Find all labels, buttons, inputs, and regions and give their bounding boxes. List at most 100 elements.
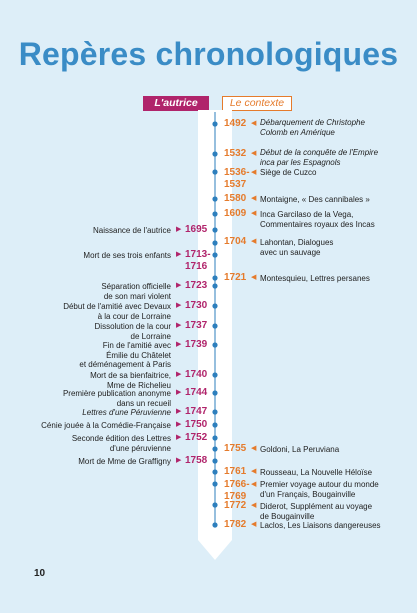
author-event-text: Séparation officielle de son mari violen…: [101, 282, 171, 301]
context-pointer-icon: ◀: [251, 274, 257, 281]
author-pointer-icon: ▶: [176, 282, 182, 289]
context-event-text: Goldoni, La Peruviana: [260, 445, 340, 454]
context-event-text: Débarquement de Christophe Colomb en Amé…: [260, 118, 415, 137]
page-title: Repères chronologiques: [18, 36, 399, 72]
author-pointer-icon: ▶: [176, 226, 182, 233]
context-year: 1782: [224, 519, 247, 530]
author-pointer-icon: ▶: [176, 341, 182, 348]
author-event-text: Début de l'amitié avec Devaux à la cour …: [63, 302, 171, 321]
context-event-text: Diderot, Supplément au voyage de Bougain…: [260, 502, 373, 521]
context-year: 1536- 1537: [224, 167, 250, 190]
author-event-text: Lettres d'une Péruvienne: [82, 408, 171, 417]
context-event-text: Siège de Cuzco: [260, 168, 317, 177]
author-pointer-icon: ▶: [176, 421, 182, 428]
timeline-dot: [212, 446, 218, 452]
author-year: 1737: [185, 320, 208, 331]
author-year: 1747: [185, 406, 208, 417]
timeline-dot: [212, 283, 218, 289]
context-event-text: Montaigne, « Des cannibales »: [260, 195, 370, 204]
author-event-text: Mort de ses trois enfants: [83, 251, 171, 260]
context-event-label: Début de la conquête de l'Empire inca pa…: [260, 148, 379, 167]
timeline-dot: [212, 342, 218, 348]
context-pointer-icon: ◀: [251, 481, 257, 488]
author-pointer-icon: ▶: [176, 322, 182, 329]
author-event-text: Fin de l'amitié avec Émilie du Châtelet …: [79, 341, 171, 369]
timeline-dot: [212, 169, 218, 175]
author-pointer-icon: ▶: [176, 302, 182, 309]
timeline-dot: [212, 196, 218, 202]
author-event-text: Mort de sa bienfaitrice, Mme de Richelie…: [90, 371, 171, 390]
context-pointer-icon: ◀: [251, 150, 257, 157]
timeline-dot: [212, 390, 218, 396]
context-pointer-icon: ◀: [251, 445, 257, 452]
context-year: 1766- 1769: [224, 479, 250, 502]
author-pointer-icon: ▶: [176, 408, 182, 415]
timeline-dot: [212, 372, 218, 378]
timeline-dot: [212, 252, 218, 258]
author-pointer-icon: ▶: [176, 371, 182, 378]
author-event-text: Seconde édition des Lettres d'une péruvi…: [71, 434, 171, 453]
context-pointer-icon: ◀: [251, 120, 257, 127]
timeline-dot: [212, 240, 218, 246]
context-year: 1532: [224, 148, 247, 159]
author-event-text: Première publication anonyme dans un rec…: [62, 389, 171, 408]
context-year: 1609: [224, 208, 247, 219]
author-pointer-icon: ▶: [176, 434, 182, 441]
author-year: 1750: [185, 419, 208, 430]
author-event-text: Cénie jouée à la Comédie-Française: [41, 421, 171, 430]
author-event-text: Naissance de l'autrice: [92, 226, 171, 235]
timeline-dot: [212, 121, 218, 127]
author-pointer-icon: ▶: [176, 457, 182, 464]
context-year: 1755: [224, 443, 247, 454]
timeline-dot: [212, 458, 218, 464]
author-pointer-icon: ▶: [176, 389, 182, 396]
author-year: 1752: [185, 432, 208, 443]
timeline-dot: [212, 211, 218, 217]
timeline-dot: [212, 275, 218, 281]
timeline-dot: [212, 502, 218, 508]
page-number: 10: [34, 568, 46, 579]
timeline-dot: [212, 151, 218, 157]
context-event-text: Montesquieu, Lettres persanes: [260, 274, 370, 283]
context-year: 1580: [224, 193, 247, 204]
author-year: 1739: [185, 339, 208, 350]
context-event-label: Débarquement de Christophe Colomb en Amé…: [260, 118, 365, 137]
timeline-dot: [212, 435, 218, 441]
context-event-text: Premier voyage autour du monde d'un Fran…: [260, 480, 379, 499]
context-pointer-icon: ◀: [251, 468, 257, 475]
author-year: 1713- 1716: [185, 249, 211, 272]
timeline-dots: [212, 121, 218, 528]
timeline-dot: [212, 481, 218, 487]
context-event-text: Inca Garcilaso de la Vega, Commentaires …: [260, 210, 375, 229]
context-pointer-icon: ◀: [251, 169, 257, 176]
author-year: 1758: [185, 455, 208, 466]
context-event-text: Début de la conquête de l'Empire inca pa…: [260, 148, 415, 167]
context-year: 1492: [224, 118, 247, 129]
author-event-text: Mort de Mme de Graffigny: [78, 457, 171, 466]
context-pointer-icon: ◀: [251, 195, 257, 202]
timeline-dot: [212, 227, 218, 233]
context-event-text: Lahontan, Dialogues avec un sauvage: [260, 238, 334, 257]
timeline-dot: [212, 409, 218, 415]
context-column-label: Le contexte: [222, 96, 292, 111]
context-year: 1761: [224, 466, 247, 477]
author-year: 1744: [185, 387, 208, 398]
context-pointer-icon: ◀: [251, 210, 257, 217]
context-year: 1772: [224, 500, 247, 511]
author-year: 1695: [185, 224, 208, 235]
timeline-dot: [212, 323, 218, 329]
author-pointer-icon: ▶: [176, 251, 182, 258]
context-pointer-icon: ◀: [251, 521, 257, 528]
context-pointer-icon: ◀: [251, 502, 257, 509]
context-year: 1721: [224, 272, 247, 283]
context-event-text: Rousseau, La Nouvelle Héloïse: [260, 468, 373, 477]
author-column-label: L'autrice: [143, 96, 209, 111]
timeline-dot: [212, 422, 218, 428]
timeline-dot: [212, 303, 218, 309]
timeline-dot: [212, 469, 218, 475]
author-year: 1730: [185, 300, 208, 311]
timeline-dot: [212, 522, 218, 528]
author-year: 1723: [185, 280, 208, 291]
context-year: 1704: [224, 236, 247, 247]
